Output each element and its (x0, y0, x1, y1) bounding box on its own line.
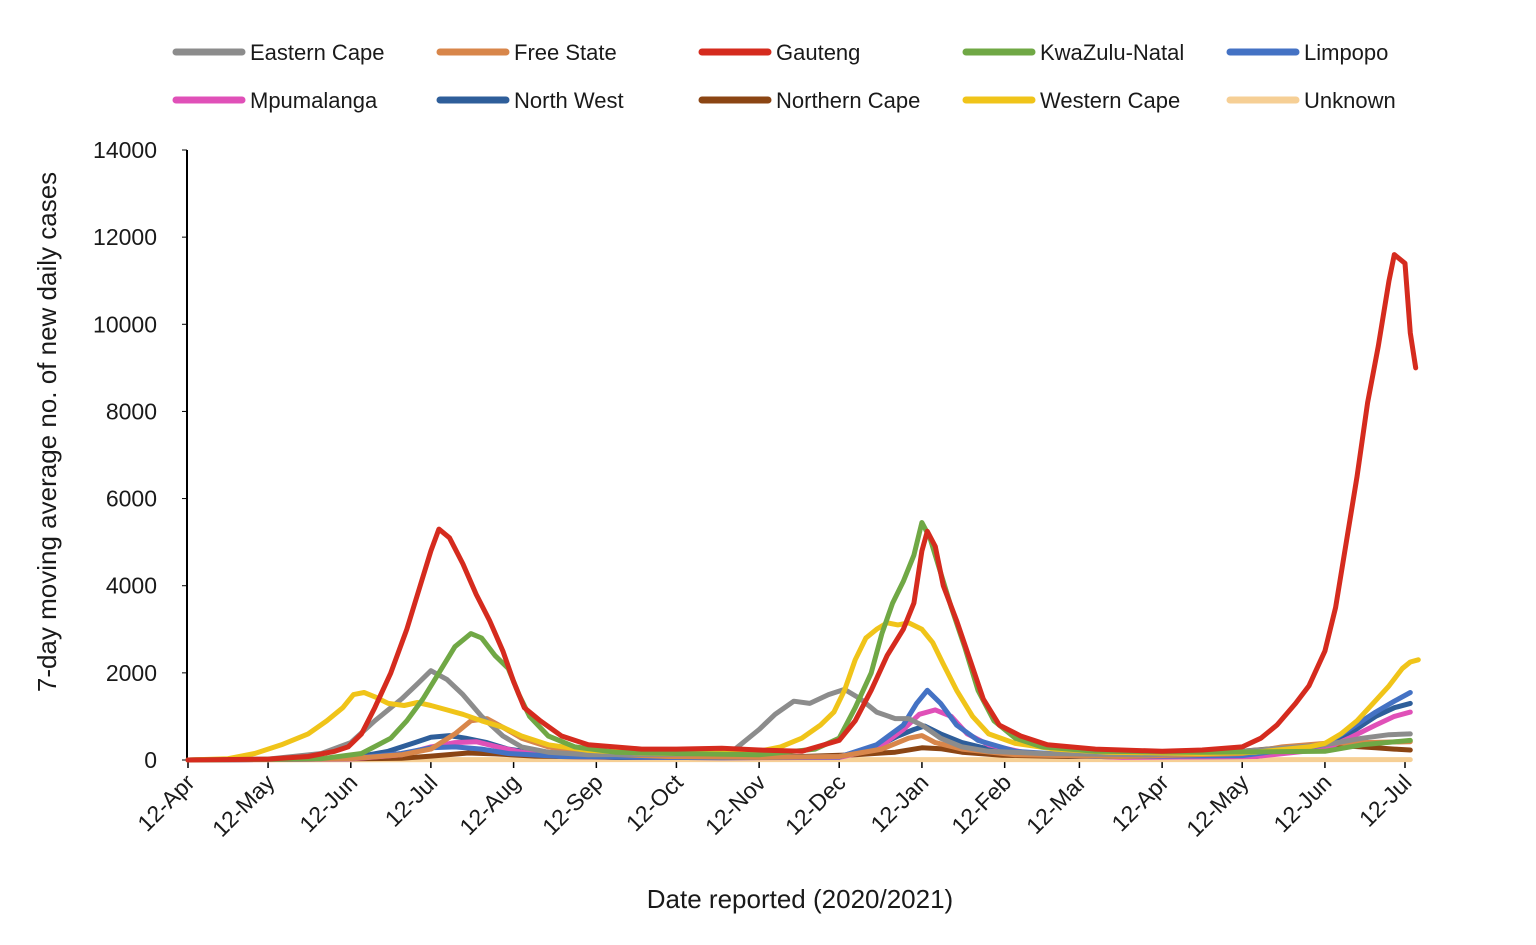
legend-item: Free State (440, 40, 617, 65)
y-tick-label: 4000 (106, 573, 157, 599)
x-tick-label: 12-May (207, 769, 280, 842)
x-tick-label: 12-Apr (132, 769, 199, 836)
y-tick-label: 2000 (106, 660, 157, 686)
x-tick-label: 12-Jun (1268, 769, 1336, 837)
y-tick-label: 6000 (106, 486, 157, 512)
legend-label: Unknown (1304, 88, 1396, 113)
series-lines (188, 255, 1418, 760)
x-tick-label: 12-Aug (454, 769, 525, 840)
x-tick-label: 12-Jul (1354, 769, 1417, 832)
legend-label: North West (514, 88, 624, 113)
x-tick-label: 12-Sep (537, 769, 608, 840)
x-tick-label: 12-Feb (946, 769, 1016, 839)
legend-item: Western Cape (966, 88, 1180, 113)
legend-label: Limpopo (1304, 40, 1388, 65)
legend: Eastern Cape Free State Gauteng KwaZulu-Nat… (176, 40, 1396, 113)
x-tick-label: 12-May (1181, 769, 1254, 842)
y-tick-label: 10000 (93, 311, 157, 337)
legend-item: Unknown (1230, 88, 1396, 113)
x-tick-label: 12-Mar (1021, 769, 1091, 839)
x-tick-label: 12-Dec (780, 769, 851, 840)
legend-item: Eastern Cape (176, 40, 385, 65)
x-tick-label: 12-Apr (1106, 769, 1173, 836)
y-tick-label: 8000 (106, 398, 157, 424)
x-tick-label: 12-Jan (865, 769, 933, 837)
y-tick-label: 0 (144, 747, 157, 773)
x-tick-label: 12-Oct (621, 769, 689, 837)
y-tick-label: 12000 (93, 224, 157, 250)
x-axis-title: Date reported (2020/2021) (647, 884, 953, 914)
y-tick-label: 14000 (93, 137, 157, 163)
legend-item: Gauteng (702, 40, 860, 65)
legend-label: Northern Cape (776, 88, 920, 113)
legend-item: Mpumalanga (176, 88, 378, 113)
x-tick-label: 12-Jun (294, 769, 362, 837)
series-line-gauteng (188, 255, 1416, 760)
legend-label: Gauteng (776, 40, 860, 65)
legend-item: Limpopo (1230, 40, 1388, 65)
x-tick-label: 12-Nov (700, 769, 771, 840)
legend-item: Northern Cape (702, 88, 920, 113)
legend-label: Western Cape (1040, 88, 1180, 113)
legend-label: Free State (514, 40, 617, 65)
series-line-western-cape (188, 623, 1418, 760)
legend-label: Mpumalanga (250, 88, 378, 113)
y-axis-title: 7-day moving average no. of new daily ca… (32, 172, 62, 692)
legend-label: Eastern Cape (250, 40, 385, 65)
legend-item: North West (440, 88, 624, 113)
x-tick-label: 12-Jul (380, 769, 443, 832)
legend-label: KwaZulu-Natal (1040, 40, 1184, 65)
legend-item: KwaZulu-Natal (966, 40, 1184, 65)
